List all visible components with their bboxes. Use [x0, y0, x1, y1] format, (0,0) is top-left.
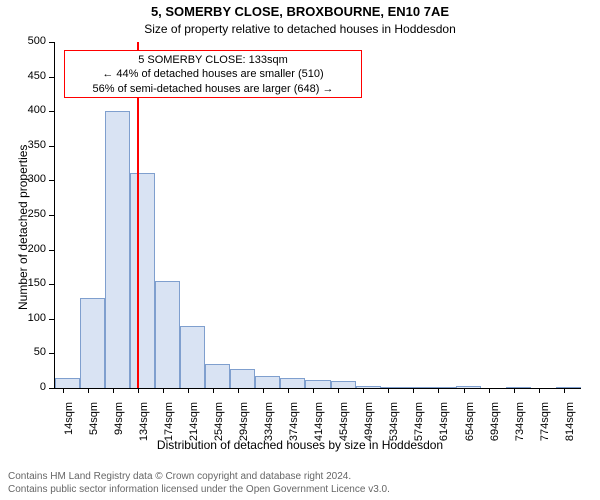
xtick-label: 174sqm	[163, 402, 175, 450]
ytick-label: 250	[16, 208, 46, 220]
histogram-bar	[105, 111, 130, 388]
chart-subtitle: Size of property relative to detached ho…	[0, 22, 600, 36]
ytick-label: 50	[16, 346, 46, 358]
attribution-text: Contains HM Land Registry data © Crown c…	[8, 471, 390, 496]
histogram-bar	[431, 387, 456, 388]
ytick-label: 200	[16, 243, 46, 255]
xtick-label: 414sqm	[313, 402, 325, 450]
xtick-label: 814sqm	[564, 402, 576, 450]
ytick-mark	[49, 42, 54, 43]
histogram-bar	[230, 369, 255, 388]
xtick-mark	[514, 388, 515, 393]
histogram-bar	[556, 387, 581, 388]
histogram-bar	[456, 386, 481, 388]
xtick-label: 54sqm	[88, 402, 100, 450]
xtick-label: 334sqm	[263, 402, 275, 450]
xtick-label: 494sqm	[363, 402, 375, 450]
histogram-bar	[356, 386, 381, 388]
xtick-mark	[313, 388, 314, 393]
histogram-bar	[130, 173, 155, 388]
xtick-label: 294sqm	[238, 402, 250, 450]
xtick-label: 774sqm	[539, 402, 551, 450]
attribution-line-1: Contains HM Land Registry data © Crown c…	[8, 471, 390, 484]
histogram-bar	[305, 380, 330, 388]
ytick-label: 150	[16, 277, 46, 289]
annotation-box: 5 SOMERBY CLOSE: 133sqm← 44% of detached…	[64, 50, 362, 98]
xtick-label: 614sqm	[438, 402, 450, 450]
chart-title: 5, SOMERBY CLOSE, BROXBOURNE, EN10 7AE	[0, 4, 600, 19]
attribution-line-2: Contains public sector information licen…	[8, 484, 390, 497]
ytick-label: 100	[16, 312, 46, 324]
xtick-mark	[288, 388, 289, 393]
xtick-mark	[88, 388, 89, 393]
xtick-mark	[489, 388, 490, 393]
ytick-label: 350	[16, 139, 46, 151]
histogram-bar	[255, 376, 280, 388]
ytick-label: 400	[16, 104, 46, 116]
histogram-bar	[180, 326, 205, 388]
xtick-mark	[388, 388, 389, 393]
xtick-label: 94sqm	[113, 402, 125, 450]
histogram-bar	[381, 387, 406, 388]
xtick-mark	[138, 388, 139, 393]
ytick-mark	[49, 250, 54, 251]
ytick-mark	[49, 388, 54, 389]
xtick-label: 254sqm	[213, 402, 225, 450]
xtick-label: 134sqm	[138, 402, 150, 450]
xtick-label: 14sqm	[63, 402, 75, 450]
annotation-line: ← 44% of detached houses are smaller (51…	[69, 67, 357, 81]
ytick-mark	[49, 319, 54, 320]
annotation-line: 5 SOMERBY CLOSE: 133sqm	[69, 53, 357, 67]
xtick-label: 654sqm	[464, 402, 476, 450]
xtick-label: 734sqm	[514, 402, 526, 450]
xtick-mark	[188, 388, 189, 393]
xtick-mark	[238, 388, 239, 393]
chart-container: 5, SOMERBY CLOSE, BROXBOURNE, EN10 7AE S…	[0, 0, 600, 500]
xtick-label: 534sqm	[388, 402, 400, 450]
ytick-label: 0	[16, 381, 46, 393]
xtick-label: 454sqm	[338, 402, 350, 450]
xtick-mark	[464, 388, 465, 393]
xtick-mark	[413, 388, 414, 393]
histogram-bar	[55, 378, 80, 388]
histogram-bar	[155, 281, 180, 388]
ytick-mark	[49, 111, 54, 112]
ytick-mark	[49, 146, 54, 147]
xtick-label: 214sqm	[188, 402, 200, 450]
ytick-mark	[49, 77, 54, 78]
annotation-line: 56% of semi-detached houses are larger (…	[69, 82, 357, 96]
xtick-mark	[539, 388, 540, 393]
histogram-bar	[280, 378, 305, 388]
histogram-bar	[406, 387, 431, 388]
xtick-mark	[438, 388, 439, 393]
xtick-mark	[263, 388, 264, 393]
histogram-bar	[506, 387, 531, 388]
xtick-label: 374sqm	[288, 402, 300, 450]
histogram-bar	[331, 381, 356, 388]
ytick-mark	[49, 215, 54, 216]
xtick-label: 694sqm	[489, 402, 501, 450]
ytick-label: 500	[16, 35, 46, 47]
xtick-label: 574sqm	[413, 402, 425, 450]
xtick-mark	[363, 388, 364, 393]
histogram-bar	[80, 298, 105, 388]
xtick-mark	[213, 388, 214, 393]
ytick-mark	[49, 353, 54, 354]
ytick-label: 300	[16, 173, 46, 185]
histogram-bar	[205, 364, 230, 388]
ytick-label: 450	[16, 70, 46, 82]
xtick-mark	[564, 388, 565, 393]
ytick-mark	[49, 284, 54, 285]
xtick-mark	[163, 388, 164, 393]
xtick-mark	[113, 388, 114, 393]
xtick-mark	[338, 388, 339, 393]
xtick-mark	[63, 388, 64, 393]
ytick-mark	[49, 180, 54, 181]
